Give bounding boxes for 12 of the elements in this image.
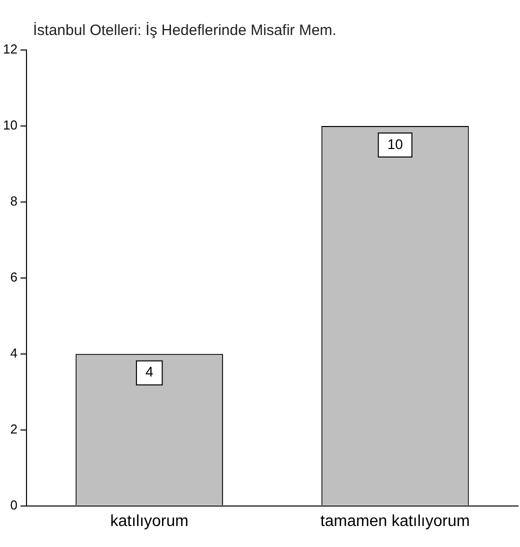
y-tick-label: 6 bbox=[10, 269, 18, 284]
y-tick-label: 12 bbox=[2, 42, 18, 57]
y-tick-label: 2 bbox=[10, 421, 18, 436]
x-tick-label: tamamen katılıyorum bbox=[320, 512, 470, 530]
y-tick-label: 4 bbox=[10, 345, 18, 360]
chart-title: İstanbul Otelleri: İş Hedeflerinde Misafir Mem. bbox=[33, 22, 336, 39]
y-tick-label: 8 bbox=[10, 194, 18, 209]
data-label: 10 bbox=[387, 136, 404, 152]
y-tick-label: 0 bbox=[10, 497, 18, 512]
x-tick-label: katılıyorum bbox=[110, 512, 188, 530]
data-label: 4 bbox=[145, 364, 154, 380]
y-tick-label: 10 bbox=[2, 118, 18, 133]
